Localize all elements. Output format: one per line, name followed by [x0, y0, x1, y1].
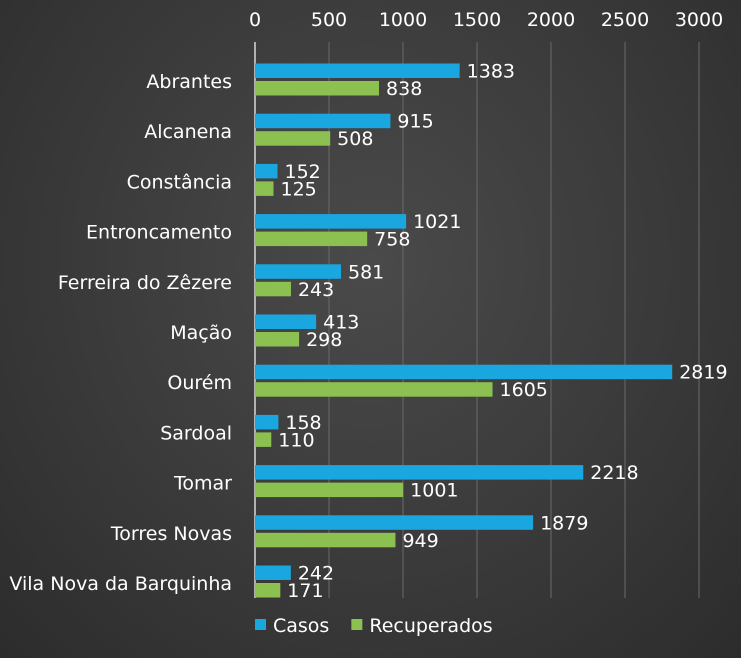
data-label: 758	[374, 229, 410, 251]
bar-recuperados	[255, 432, 272, 447]
bar-recuperados	[255, 382, 493, 397]
data-label: 1001	[410, 480, 458, 502]
data-label: 158	[285, 412, 321, 434]
bar-recuperados	[255, 231, 368, 247]
legend-label: Casos	[273, 615, 329, 637]
data-label: 838	[386, 78, 422, 100]
data-label: 915	[397, 111, 433, 133]
bar-recuperados	[255, 332, 300, 347]
data-label: 2819	[679, 362, 727, 384]
x-tick-label: 2000	[527, 9, 575, 31]
data-label: 242	[298, 563, 334, 585]
bar-casos	[255, 163, 278, 179]
category-label: Constância	[127, 171, 232, 193]
data-label: 508	[337, 128, 373, 150]
data-label: 152	[284, 161, 320, 183]
category-label: Ourém	[167, 372, 232, 394]
legend: Casos Recuperados	[255, 615, 493, 637]
data-label: 949	[402, 530, 438, 552]
bar-casos	[255, 364, 673, 380]
data-label: 1383	[467, 61, 515, 83]
x-axis-ticks: 0 500 1000 1500 2000 2500 3000	[249, 9, 723, 31]
category-label: Vila Nova da Barquinha	[9, 573, 232, 595]
bar-recuperados	[255, 181, 274, 196]
bar-casos	[255, 113, 391, 129]
category-label: Torres Novas	[110, 523, 232, 545]
category-labels: Abrantes Alcanena Constância Entroncamento F…	[9, 71, 232, 595]
x-tick-label: 1000	[379, 9, 427, 31]
bar-casos	[255, 214, 407, 229]
bar-casos	[255, 565, 291, 580]
category-label: Abrantes	[146, 71, 232, 93]
bar-casos	[255, 515, 534, 530]
data-label: 1021	[413, 211, 461, 233]
bar-recuperados	[255, 281, 291, 297]
legend-label: Recuperados	[369, 615, 492, 637]
bar-recuperados	[255, 583, 281, 598]
data-label: 243	[298, 279, 334, 301]
data-label: 298	[306, 329, 342, 351]
data-label: 581	[348, 261, 384, 283]
category-label: Alcanena	[144, 121, 232, 143]
bar-recuperados	[255, 532, 396, 548]
bar-casos	[255, 465, 584, 480]
x-tick-label: 0	[249, 9, 261, 31]
bar-casos	[255, 414, 279, 430]
category-label: Tomar	[173, 473, 232, 495]
data-label: 171	[287, 580, 323, 602]
data-label: 413	[323, 312, 359, 334]
data-label: 125	[281, 178, 317, 200]
category-label: Entroncamento	[86, 222, 232, 244]
x-tick-label: 1500	[453, 9, 501, 31]
bar-recuperados	[255, 81, 380, 96]
bar-recuperados	[255, 131, 331, 146]
bar-casos	[255, 314, 317, 329]
legend-swatch	[255, 619, 266, 630]
category-label: Mação	[170, 322, 232, 344]
bar-casos	[255, 264, 341, 279]
x-tick-label: 500	[311, 9, 347, 31]
category-label: Sardoal	[160, 422, 232, 444]
data-label: 1605	[500, 379, 548, 401]
x-tick-label: 2500	[601, 9, 649, 31]
bar-casos	[255, 63, 460, 78]
legend-swatch	[351, 619, 363, 630]
bar-recuperados	[255, 482, 404, 498]
category-label: Ferreira do Zêzere	[58, 272, 232, 294]
x-tick-label: 3000	[675, 9, 723, 31]
data-label: 1879	[540, 512, 588, 534]
data-label: 2218	[590, 462, 638, 484]
data-label: 110	[278, 429, 314, 451]
